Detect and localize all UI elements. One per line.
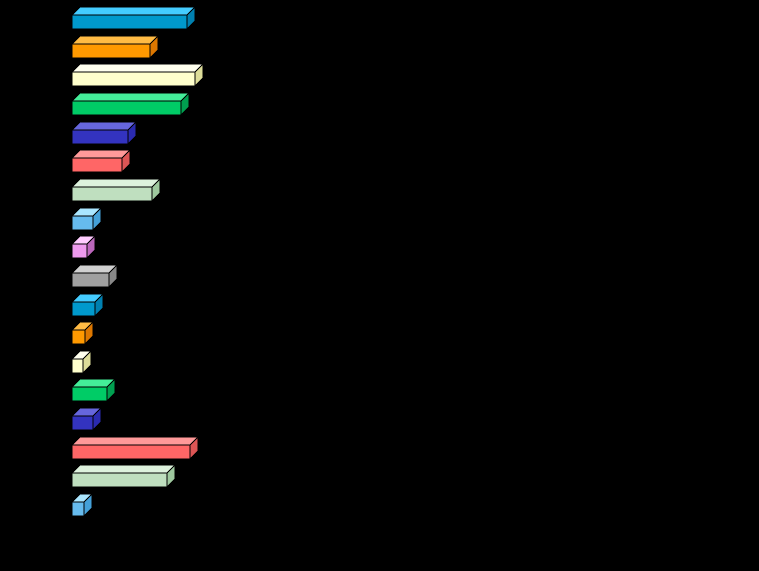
bar-2-top-face: [70, 35, 160, 45]
bar-14-front-face: [71, 386, 108, 402]
bar-6: [70, 148, 132, 174]
bar-15-front-face: [71, 415, 94, 431]
bar-4: [70, 91, 191, 117]
bar-1-top-face: [70, 6, 197, 16]
bar-10: [70, 263, 119, 289]
bar-8: [70, 206, 103, 232]
bar-4-front-face: [71, 100, 182, 116]
bar-7-top-face: [70, 178, 162, 188]
bar-16-top-face: [70, 436, 200, 446]
bar-17-top-face: [70, 464, 177, 474]
bar-6-top-face: [70, 149, 132, 159]
bar-5: [70, 120, 138, 146]
bar-13-front-face: [71, 358, 84, 374]
bar-3: [70, 62, 205, 88]
bar-18-front-face: [71, 501, 85, 517]
bar-7-front-face: [71, 186, 153, 202]
bar-3-top-face: [70, 63, 205, 73]
bar-16-front-face: [71, 444, 191, 460]
bar-5-top-face: [70, 121, 138, 131]
bar-17-front-face: [71, 472, 168, 488]
bar-2: [70, 34, 160, 60]
bar-18: [70, 492, 94, 518]
bar-11-front-face: [71, 301, 96, 317]
bar-10-front-face: [71, 272, 110, 288]
bar-14: [70, 377, 117, 403]
bar-15: [70, 406, 103, 432]
bar-9-front-face: [71, 243, 88, 259]
bar-8-front-face: [71, 215, 94, 231]
bar-1-front-face: [71, 14, 188, 30]
bar-9: [70, 234, 97, 260]
bar-13: [70, 349, 93, 375]
bar-6-front-face: [71, 157, 123, 173]
bar-4-top-face: [70, 92, 191, 102]
bar-7: [70, 177, 162, 203]
bar-2-front-face: [71, 43, 151, 59]
bar-5-front-face: [71, 129, 129, 145]
bar-17: [70, 463, 177, 489]
bar-3-front-face: [71, 71, 196, 87]
bar-16: [70, 435, 200, 461]
bar-12-front-face: [71, 329, 86, 345]
bar-11: [70, 292, 105, 318]
bar-12: [70, 320, 95, 346]
bar-1: [70, 5, 197, 31]
